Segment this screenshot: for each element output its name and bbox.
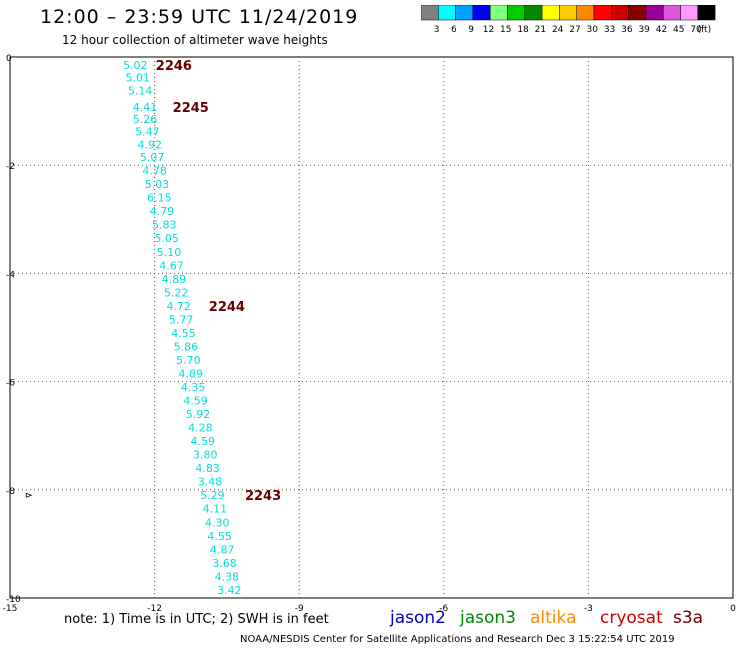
time-label: 2246 xyxy=(156,59,192,74)
swh-point: 5.83 xyxy=(152,219,177,232)
swh-point: 5.22 xyxy=(164,286,189,299)
legend-swatch xyxy=(697,5,716,21)
swh-point: 5.07 xyxy=(140,151,165,164)
swh-point: 4.38 xyxy=(215,570,240,583)
y-tick-label: -6 xyxy=(6,379,15,389)
data-layer: 5.025.015.14 4.415.265.474.925.074.785.03… xyxy=(25,59,281,610)
legend-bin-label: 6 xyxy=(451,25,457,35)
y-tick-label: -2 xyxy=(6,162,15,172)
x-tick-label: -12 xyxy=(147,604,162,614)
swh-point: 5.02 xyxy=(123,59,148,72)
y-tick-label: -4 xyxy=(6,270,15,280)
swh-point: 5.29 xyxy=(200,489,225,502)
y-tick-label: -8 xyxy=(6,487,15,497)
swh-point: 4.30 xyxy=(205,516,230,529)
swh-point: 4.41 xyxy=(133,101,158,114)
plot-frame xyxy=(9,56,734,599)
swh-point: 4.59 xyxy=(183,395,208,408)
swh-point: 4.59 xyxy=(191,435,216,448)
swh-point: 5.86 xyxy=(174,340,199,353)
swh-point: 4.67 xyxy=(159,259,184,272)
x-tick-label: -3 xyxy=(584,604,593,614)
swh-point: 4.78 xyxy=(142,165,167,178)
legend-bin-label: 45 xyxy=(673,25,684,35)
legend-bin-label: 24 xyxy=(552,25,564,35)
legend-bin-label: 30 xyxy=(587,25,599,35)
x-tick-label: 0 xyxy=(730,604,736,614)
swh-point: 3.42 xyxy=(217,584,242,597)
legend-altika: altika xyxy=(530,608,577,628)
swh-point: 5.70 xyxy=(176,354,201,367)
legend-s3a: s3a xyxy=(673,608,704,628)
time-label: 2244 xyxy=(209,300,245,315)
legend-bin-label: 33 xyxy=(604,25,615,35)
swh-point: 5.26 xyxy=(133,113,158,126)
swh-point: 4.55 xyxy=(171,327,196,340)
time-label: 2245 xyxy=(173,101,209,116)
footer-credit: NOAA/NESDIS Center for Satellite Applica… xyxy=(240,634,675,645)
legend-jason2: jason2 xyxy=(390,608,446,628)
y-tick-label: 0 xyxy=(6,54,12,64)
units-note: note: 1) Time is in UTC; 2) SWH is in fe… xyxy=(64,612,329,627)
swh-point: 5.92 xyxy=(186,408,211,421)
swh-point: 3.80 xyxy=(193,449,218,462)
legend-bin-label: 18 xyxy=(517,25,529,35)
legend-unit: (ft) xyxy=(698,25,712,35)
swh-point: 4.89 xyxy=(162,273,187,286)
swh-point: 5.10 xyxy=(157,246,182,259)
swh-point: 4.89 xyxy=(179,367,204,380)
time-label: 2243 xyxy=(245,489,281,504)
swh-point: 3.68 xyxy=(212,557,237,570)
swh-point: 5.14 xyxy=(128,85,153,98)
legend-bin-label: 36 xyxy=(621,25,633,35)
swh-point: 4.79 xyxy=(150,205,175,218)
legend-bin-label: 39 xyxy=(638,25,650,35)
legend-bin-label: 3 xyxy=(434,25,440,35)
legend-cryosat: cryosat xyxy=(600,608,663,628)
swh-point: 4.11 xyxy=(203,503,228,516)
swh-point: 3.48 xyxy=(198,476,223,489)
swh-point: 4.72 xyxy=(166,300,191,313)
x-tick-label: -6 xyxy=(439,604,448,614)
chart-subtitle: 12 hour collection of altimeter wave hei… xyxy=(62,33,328,47)
legend-bin-label: 42 xyxy=(656,25,667,35)
swh-point: 4.28 xyxy=(188,422,213,435)
legend-bin-label: 21 xyxy=(535,25,546,35)
swh-point: 5.01 xyxy=(125,72,150,85)
swh-point: 5.47 xyxy=(135,126,160,139)
legend-bin-label: 15 xyxy=(500,25,511,35)
swh-point: 4.87 xyxy=(210,543,235,556)
swh-point: 5.05 xyxy=(154,232,179,245)
swh-point: 4.92 xyxy=(138,139,163,152)
color-scale-legend: 3 6 9 12 15 18 21 24 27 30 33 36 39 42 45 70(ft) xyxy=(421,5,716,35)
location-marker xyxy=(25,492,33,498)
x-tick-label: -9 xyxy=(295,604,304,614)
legend-jason3: jason3 xyxy=(460,608,516,628)
swh-point: 5.03 xyxy=(145,178,170,191)
x-tick-label: -15 xyxy=(3,604,18,614)
swh-point: 5.77 xyxy=(169,313,194,326)
swh-point: 4.35 xyxy=(181,381,206,394)
legend-bin-label: 70 xyxy=(690,25,702,35)
y-tick-label: -10 xyxy=(6,595,21,605)
chart-title: 12:00 – 23:59 UTC 11/24/2019 xyxy=(40,6,359,28)
swh-point: 6.15 xyxy=(147,192,172,205)
plot-area: -15 -12 -9 -6 -3 0 0 -2 -4 -6 -8 -10 5.025.015.14 4.4… xyxy=(3,54,736,614)
legend-bin-label: 12 xyxy=(483,25,494,35)
swh-point: 4.83 xyxy=(195,462,220,475)
swh-point: 4.55 xyxy=(207,530,232,543)
legend-bin-label: 9 xyxy=(468,25,474,35)
swh-point: 3.48 xyxy=(219,597,244,610)
legend-bin-label: 27 xyxy=(569,25,580,35)
